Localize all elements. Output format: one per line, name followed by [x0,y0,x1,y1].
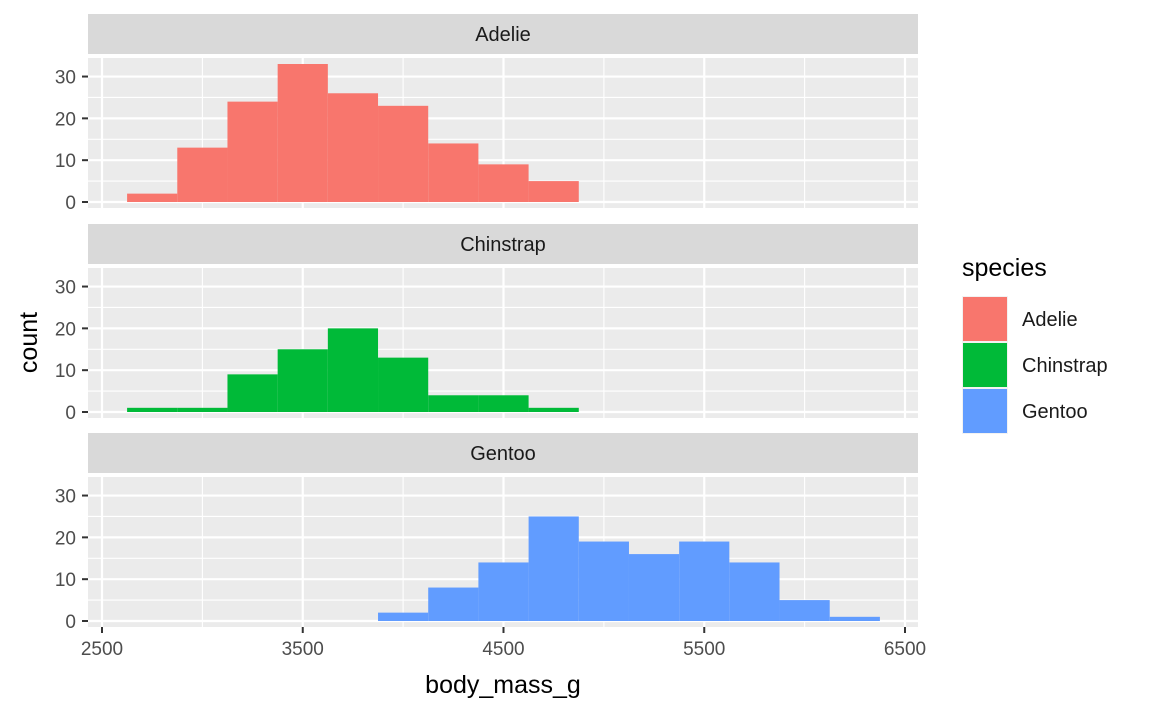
histogram-bar-adelie [277,64,328,202]
y-tick-label: 0 [65,193,76,214]
histogram-bar-gentoo [578,541,629,621]
histogram-bar-gentoo [478,562,529,621]
histogram-bar-chinstrap [127,407,178,412]
histogram-bar-gentoo [729,562,780,621]
legend-key-gentoo [963,389,1007,433]
histogram-bar-adelie [327,93,379,202]
histogram-bar-gentoo [528,516,579,621]
histogram-bar-gentoo [428,587,479,621]
y-tick-label: 20 [55,528,76,549]
y-tick-label: 30 [55,68,76,89]
histogram-bar-chinstrap [378,357,429,412]
histogram-bar-chinstrap [227,374,278,412]
y-tick-label: 20 [55,319,76,340]
histogram-bar-chinstrap [478,395,529,412]
histogram-bar-gentoo [378,612,429,621]
x-tick-label: 6500 [884,639,926,660]
histogram-bar-gentoo [628,554,680,621]
legend-key-adelie [963,297,1007,341]
x-tick-label: 2500 [81,639,123,660]
histogram-bar-gentoo [779,600,830,621]
facet-strip [88,14,918,54]
histogram-bar-chinstrap [277,349,328,412]
histogram-bar-chinstrap [528,407,579,412]
legend-title: species [962,254,1047,282]
facet-strip [88,224,918,264]
y-tick-label: 10 [55,570,76,591]
y-tick-label: 30 [55,487,76,508]
histogram-bar-adelie [227,101,278,202]
legend-label-chinstrap: Chinstrap [1022,355,1108,377]
facet-strip-label: Chinstrap [460,234,546,256]
y-tick-label: 0 [65,612,76,633]
histogram-bar-chinstrap [428,395,479,412]
histogram-bar-gentoo [679,541,730,621]
y-axis-title: count [15,312,43,373]
x-tick-label: 3500 [282,639,324,660]
facet-strip-label: Adelie [475,24,531,46]
histogram-bar-adelie [177,147,228,202]
histogram-bar-adelie [528,181,579,202]
facet-strip-label: Gentoo [470,443,536,465]
histogram-bar-chinstrap [327,328,379,412]
y-tick-label: 0 [65,403,76,424]
y-tick-label: 30 [55,278,76,299]
histogram-bar-chinstrap [177,407,228,412]
x-axis-title: body_mass_g [425,671,581,699]
y-tick-label: 10 [55,361,76,382]
histogram-bar-adelie [127,193,178,202]
legend-label-gentoo: Gentoo [1022,401,1088,423]
x-tick-label: 5500 [683,639,725,660]
facet-strip [88,433,918,473]
y-tick-label: 20 [55,109,76,130]
legend-label-adelie: Adelie [1022,309,1078,331]
histogram-bar-adelie [378,105,429,202]
y-tick-label: 10 [55,151,76,172]
histogram-bar-adelie [478,164,529,202]
histogram-bar-adelie [428,143,479,202]
legend-key-chinstrap [963,343,1007,387]
x-tick-label: 4500 [482,639,524,660]
histogram-bar-gentoo [829,616,880,621]
